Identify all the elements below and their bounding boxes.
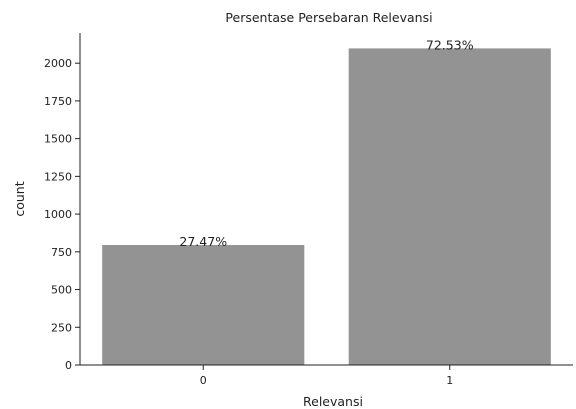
bar-value-label: 27.47% [179, 234, 227, 249]
bar-value-label: 72.53% [426, 37, 474, 52]
y-tick-label: 1250 [44, 170, 72, 183]
y-tick-label: 500 [51, 284, 72, 297]
y-tick-label: 1500 [44, 133, 72, 146]
bar-label-group: 27.47% 72.53% [179, 37, 473, 249]
x-tick-label: 0 [200, 374, 207, 387]
bar-1 [348, 48, 551, 365]
y-tick-group: 0 250 500 750 1000 1250 1500 1750 2000 [44, 57, 80, 372]
bar-0 [102, 245, 305, 365]
x-tick-label: 1 [446, 374, 453, 387]
y-tick-label: 1750 [44, 95, 72, 108]
y-tick-label: 1000 [44, 208, 72, 221]
y-tick-label: 2000 [44, 57, 72, 70]
y-tick-label: 250 [51, 321, 72, 334]
y-axis-label: count [12, 181, 27, 216]
y-tick-label: 750 [51, 246, 72, 259]
y-tick-label: 0 [65, 359, 72, 372]
chart-title: Persentase Persebaran Relevansi [225, 10, 432, 25]
bars-group [102, 48, 551, 365]
x-axis-label: Relevansi [303, 394, 363, 409]
